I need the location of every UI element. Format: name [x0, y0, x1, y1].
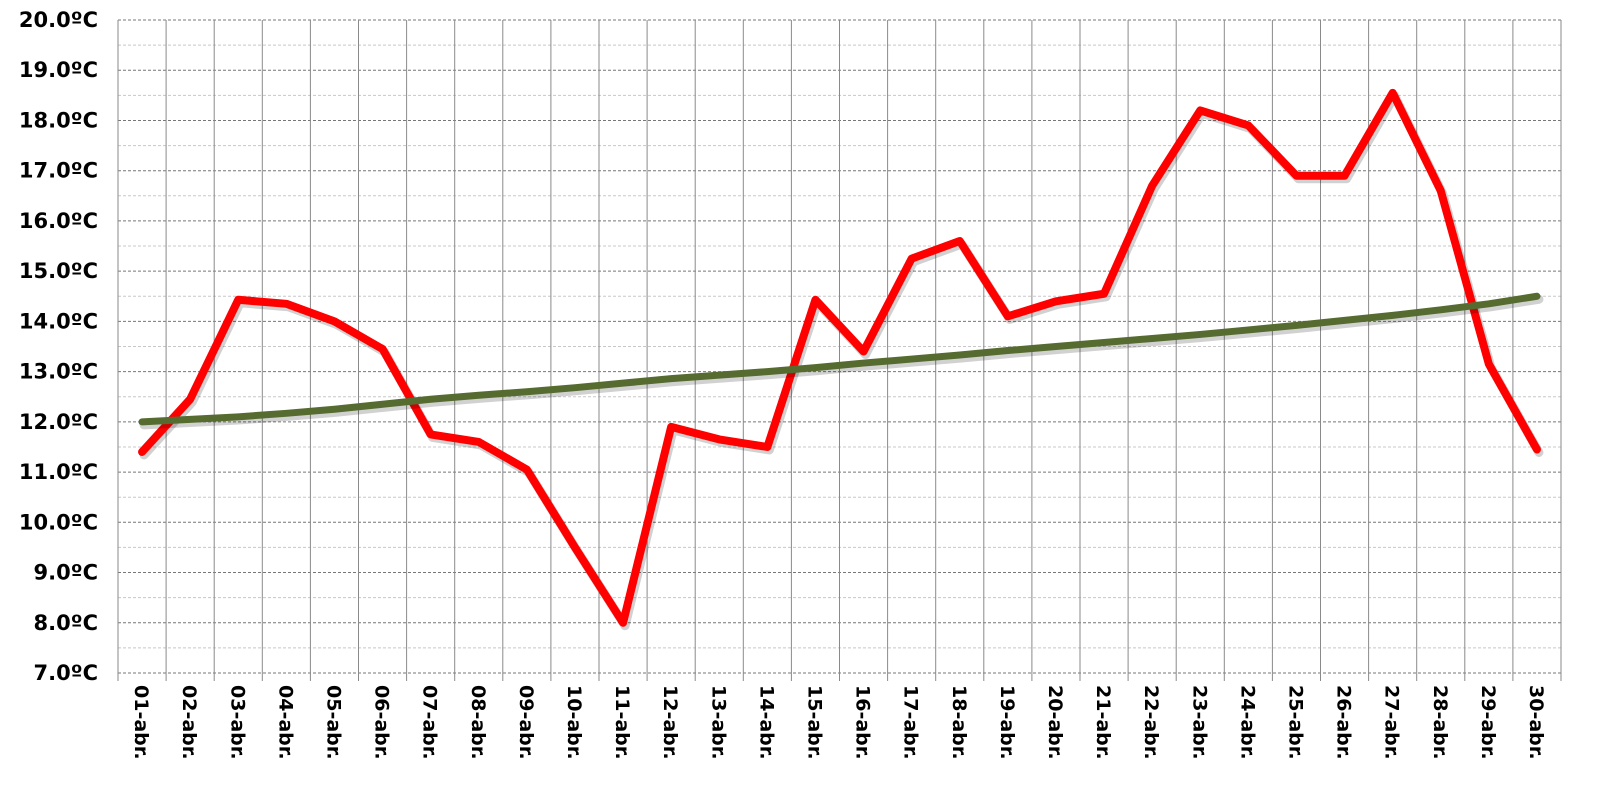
- x-tick-label: 10-abr.: [563, 685, 585, 760]
- x-axis: 01-abr. 02-abr. 03-abr. 04-abr. 05-abr. 06-ab…: [130, 685, 1547, 760]
- y-tick-label: 15.0ºC: [19, 259, 98, 283]
- daily-temperature-line: [138, 88, 1541, 627]
- y-tick-label: 13.0ºC: [19, 360, 98, 384]
- x-tick-label: 07-abr.: [419, 685, 441, 760]
- y-tick-label: 8.0ºC: [34, 611, 98, 635]
- y-tick-label: 7.0ºC: [34, 661, 98, 685]
- x-tick-label: 19-abr.: [996, 685, 1018, 760]
- x-tick-label: 18-abr.: [948, 685, 970, 760]
- y-tick-label: 9.0ºC: [34, 561, 98, 585]
- x-tick-label: 28-abr.: [1429, 685, 1451, 760]
- y-tick-label: 16.0ºC: [19, 209, 98, 233]
- x-tick-label: 30-abr.: [1525, 685, 1547, 760]
- x-tick-label: 25-abr.: [1284, 685, 1306, 760]
- y-tick-label: 17.0ºC: [19, 159, 98, 183]
- x-tick-label: 16-abr.: [852, 685, 874, 760]
- x-tick-label: 29-abr.: [1477, 685, 1499, 760]
- x-tick-label: 09-abr.: [515, 685, 537, 760]
- x-tick-label: 21-abr.: [1092, 685, 1114, 760]
- x-tick-label: 11-abr.: [611, 685, 633, 760]
- x-tick-label: 04-abr.: [274, 685, 296, 760]
- y-tick-label: 18.0ºC: [19, 108, 98, 132]
- x-tick-label: 15-abr.: [803, 685, 825, 760]
- y-axis: 7.0ºC 8.0ºC 9.0ºC 10.0ºC 11.0ºC 12.0ºC 13.0ºC 1…: [19, 8, 98, 685]
- y-tick-label: 10.0ºC: [19, 510, 98, 534]
- y-tick-label: 19.0ºC: [19, 58, 98, 82]
- x-tick-label: 03-abr.: [226, 685, 248, 760]
- normal-temperature-line: [138, 292, 1541, 426]
- grid: [117, 19, 1562, 681]
- x-tick-label: 13-abr.: [707, 685, 729, 760]
- x-tick-label: 06-abr.: [371, 685, 393, 760]
- y-tick-label: 14.0ºC: [19, 309, 98, 333]
- x-tick-label: 26-abr.: [1333, 685, 1355, 760]
- series-lines: [138, 88, 1544, 631]
- x-tick-label: 12-abr.: [659, 685, 681, 760]
- y-tick-label: 20.0ºC: [19, 8, 98, 32]
- y-tick-label: 12.0ºC: [19, 410, 98, 434]
- x-tick-label: 20-abr.: [1044, 685, 1066, 760]
- x-tick-label: 01-abr.: [130, 685, 152, 760]
- x-tick-label: 05-abr.: [322, 685, 344, 760]
- x-tick-label: 23-abr.: [1188, 685, 1210, 760]
- x-tick-label: 22-abr.: [1140, 685, 1162, 760]
- y-tick-label: 11.0ºC: [19, 460, 98, 484]
- x-tick-label: 08-abr.: [467, 685, 489, 760]
- x-tick-label: 02-abr.: [178, 685, 200, 760]
- x-tick-label: 14-abr.: [755, 685, 777, 760]
- x-tick-label: 17-abr.: [900, 685, 922, 760]
- x-tick-label: 24-abr.: [1236, 685, 1258, 760]
- x-tick-label: 27-abr.: [1381, 685, 1403, 760]
